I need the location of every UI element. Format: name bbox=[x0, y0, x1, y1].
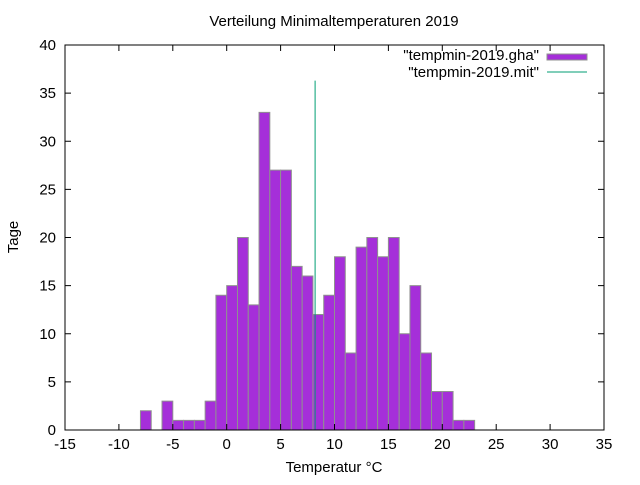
x-tick-label: 15 bbox=[380, 436, 397, 453]
histogram-bar bbox=[183, 419, 195, 431]
y-tick-label: 35 bbox=[39, 85, 56, 102]
histogram-bar bbox=[280, 169, 292, 431]
legend-swatch-gha bbox=[546, 53, 588, 61]
histogram-bar bbox=[247, 304, 260, 431]
histogram-bar bbox=[463, 419, 476, 431]
histogram-bar bbox=[269, 169, 282, 431]
x-tick-label: -5 bbox=[166, 436, 179, 453]
histogram-bar bbox=[323, 294, 336, 431]
histogram-bar bbox=[420, 352, 433, 431]
histogram-bar bbox=[172, 419, 185, 431]
histogram-bar bbox=[139, 410, 152, 431]
x-tick-label: 25 bbox=[488, 436, 505, 453]
legend: "tempmin-2019.gha" "tempmin-2019.mit" bbox=[403, 47, 588, 81]
y-tick-label: 5 bbox=[48, 374, 56, 391]
histogram-bar bbox=[452, 419, 465, 431]
x-tick-label: -10 bbox=[108, 436, 130, 453]
y-axis-label: Tage bbox=[5, 221, 22, 254]
histogram-bar bbox=[355, 246, 368, 431]
histogram-bar bbox=[204, 400, 217, 431]
x-axis-label: Temperatur °C bbox=[286, 459, 383, 476]
x-tick-label: 20 bbox=[434, 436, 451, 453]
x-tick-label: 30 bbox=[542, 436, 559, 453]
histogram-bar bbox=[441, 391, 454, 431]
histogram-bar bbox=[193, 419, 206, 431]
y-tick-label: 10 bbox=[39, 326, 56, 343]
histogram-bar bbox=[431, 391, 443, 431]
histogram-bar bbox=[366, 237, 379, 431]
x-tick-label: 35 bbox=[596, 436, 613, 453]
x-tick-label: -15 bbox=[54, 436, 76, 453]
histogram-bar bbox=[215, 294, 228, 431]
histogram-bar bbox=[258, 111, 271, 431]
ticks-group: -15 -10 -5 0 5 10 15 20 25 30 35 0 5 10 15 20 25 30 35 40 bbox=[39, 37, 612, 453]
histogram-bar bbox=[290, 265, 303, 431]
histogram-bar bbox=[387, 237, 400, 431]
histogram-bar bbox=[344, 352, 357, 431]
histogram-bar bbox=[236, 237, 249, 431]
y-tick-label: 25 bbox=[39, 181, 56, 198]
y-tick-label: 0 bbox=[48, 422, 56, 439]
x-tick-label: 0 bbox=[223, 436, 231, 453]
y-tick-label: 15 bbox=[39, 278, 56, 295]
histogram-bar bbox=[377, 256, 389, 431]
y-tick-label: 20 bbox=[39, 230, 56, 247]
y-tick-label: 30 bbox=[39, 133, 56, 150]
histogram-bar bbox=[301, 275, 314, 431]
histogram-bar bbox=[226, 285, 238, 431]
histogram-bar bbox=[161, 400, 174, 431]
histogram-bar bbox=[398, 333, 411, 431]
legend-label-mit: "tempmin-2019.mit" bbox=[408, 64, 539, 81]
histogram-bar bbox=[409, 285, 422, 431]
bars-group bbox=[139, 80, 476, 431]
histogram-bar bbox=[312, 314, 325, 431]
chart-title: Verteilung Minimaltemperaturen 2019 bbox=[209, 13, 458, 30]
x-tick-label: 10 bbox=[326, 436, 343, 453]
y-tick-label: 40 bbox=[39, 37, 56, 54]
plot-border bbox=[64, 44, 605, 431]
histogram-bar bbox=[334, 256, 346, 431]
x-tick-label: 5 bbox=[276, 436, 284, 453]
legend-label-gha: "tempmin-2019.gha" bbox=[403, 47, 539, 64]
